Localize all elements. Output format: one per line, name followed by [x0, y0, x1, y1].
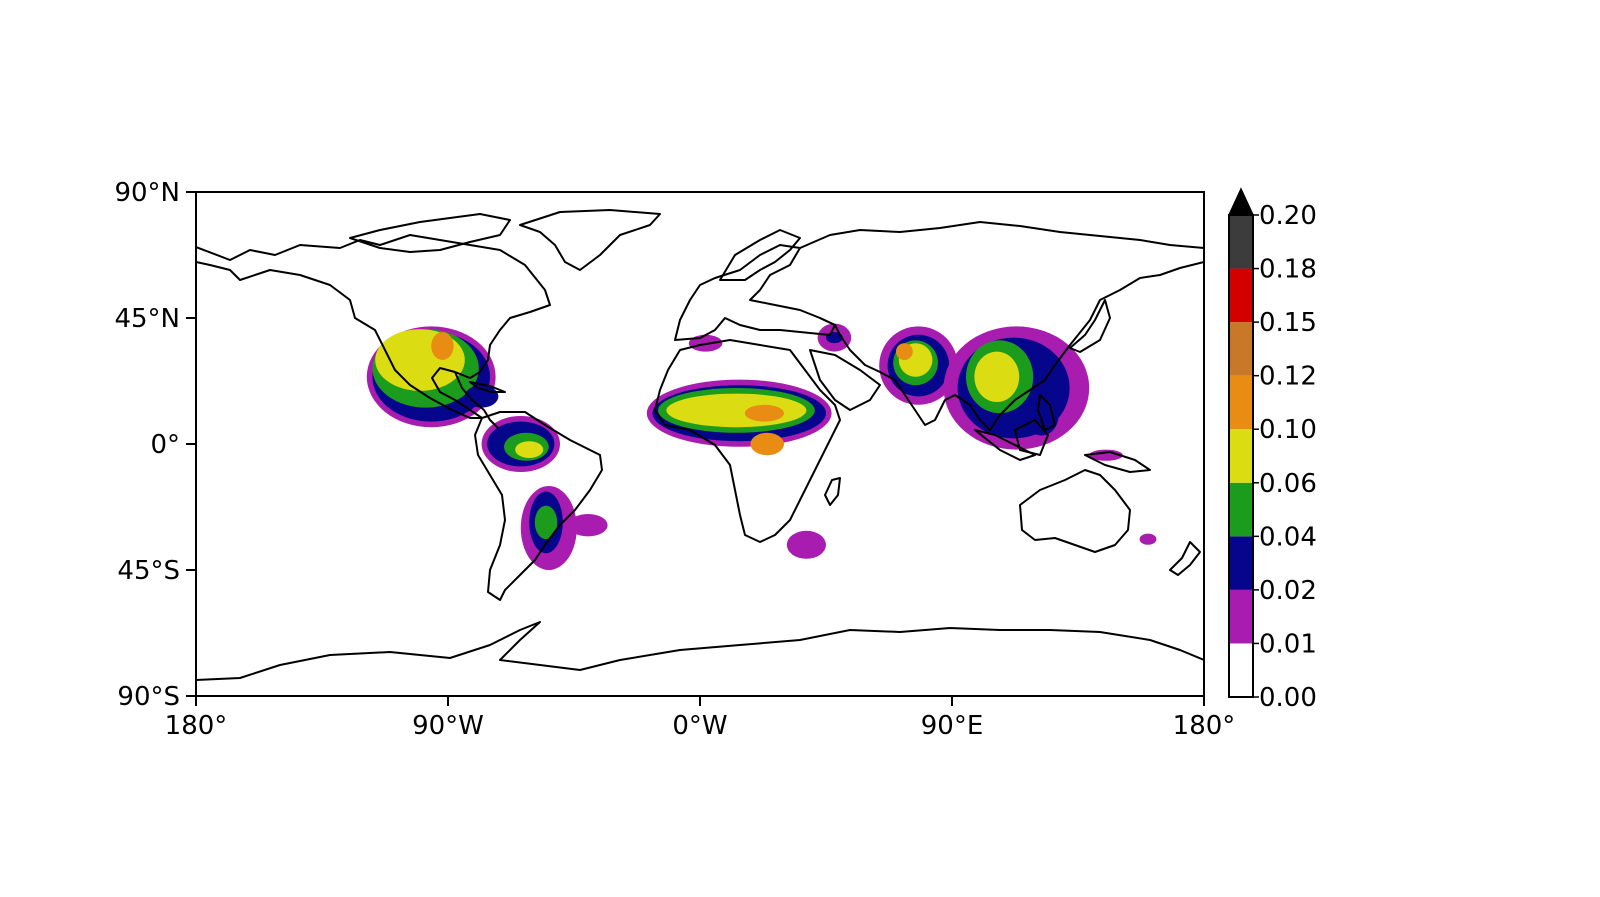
contour-fill-level-4: [666, 393, 807, 428]
map-background: [196, 192, 1204, 696]
contour-fill-level-5: [431, 332, 454, 360]
coastline-arabia: [809, 349, 881, 411]
coastline-scandinavia: [719, 229, 801, 281]
contour-fill-level-3: [534, 505, 558, 540]
contour-fill-level-5: [896, 343, 913, 360]
colorbar-segment: [1229, 322, 1253, 376]
colorbar-tick-label: 0.06: [1259, 469, 1317, 499]
colorbar-tick-label: 0.01: [1259, 629, 1317, 659]
coastline-new-guinea: [1084, 451, 1151, 473]
contour-fill-level-5: [744, 404, 785, 422]
coastline-philippines: [1037, 394, 1056, 431]
colorbar-tick-label: 0.15: [1259, 308, 1317, 338]
colorbar-segment: [1229, 268, 1253, 323]
colorbar-segment: [1229, 589, 1253, 644]
contour-fill-level-1: [786, 530, 827, 559]
lat-tick-label: 45°S: [117, 556, 180, 586]
coastline-australia: [1019, 469, 1131, 553]
colorbar-extend-arrow: [1227, 187, 1255, 216]
lon-tick-label: 180°: [1173, 711, 1236, 741]
contour-region-south-america: [481, 416, 608, 570]
colorbar-tick-label: 0.18: [1259, 255, 1317, 285]
coastline-africa: [654, 339, 841, 543]
coastline-japan: [1069, 299, 1111, 353]
contour-region-south-africa-madagascar: [786, 530, 827, 559]
lat-tick-label: 0°: [150, 430, 180, 460]
colorbar: 0.00 0.01 0.02 0.04 0.06 0.10 0.12 0.15 0.18 0.20: [1227, 187, 1317, 713]
colorbar-segment: [1229, 215, 1253, 269]
colorbar-outline: [1228, 214, 1254, 698]
lon-tick-label: 90°W: [412, 711, 484, 741]
contour-fill-level-4: [974, 351, 1020, 402]
coastline-indonesia: [974, 429, 1036, 461]
lat-tick-label: 45°N: [114, 304, 180, 334]
lat-tick-label: 90°S: [117, 682, 180, 712]
lon-tick-label: 90°E: [921, 711, 984, 741]
lat-tick-label: 90°N: [114, 178, 180, 208]
contour-region-north-america-monsoon: [366, 326, 499, 428]
colorbar-tick-label: 0.10: [1259, 415, 1317, 445]
latitude-axis: 90°N 45°N 0° 45°S 90°S: [114, 178, 196, 712]
contour-fill-level-5: [750, 432, 784, 456]
contour-region-west-africa-sahel: [646, 379, 832, 456]
lon-tick-label: 180°: [165, 711, 228, 741]
colorbar-segment: [1229, 643, 1253, 697]
contour-fill-level-1: [1139, 533, 1157, 545]
colorbar-tick-label: 0.02: [1259, 576, 1317, 606]
colorbar-segment: [1229, 482, 1253, 537]
longitude-axis: 180° 90°W 0°W 90°E 180°: [165, 696, 1236, 741]
contour-fill-level-4: [515, 441, 544, 458]
coastline-asia: [799, 221, 1204, 431]
coastline-antarctica: [196, 621, 1204, 681]
coastline-greenland: [519, 209, 661, 271]
contour-fill-level-1: [568, 514, 608, 537]
coastline-cuba: [469, 381, 506, 393]
lon-tick-label: 0°W: [672, 711, 727, 741]
colorbar-segment: [1229, 429, 1253, 483]
coastline-arctic-islands: [349, 213, 511, 253]
coastline-borneo: [1014, 419, 1049, 456]
colorbar-tick-label: 0.20: [1259, 201, 1317, 231]
coastline-new-zealand: [1169, 541, 1201, 576]
coastlines: [196, 209, 1204, 681]
colorbar-tick-label: 0.04: [1259, 522, 1317, 552]
coastline-central-america: [454, 371, 499, 429]
colorbar-tick-label: 0.00: [1259, 683, 1317, 713]
coastline-south-america: [474, 411, 603, 601]
colorbar-segment: [1229, 536, 1253, 590]
colorbar-segment: [1229, 375, 1253, 430]
colorbar-tick-label: 0.12: [1259, 362, 1317, 392]
coastline-europe: [674, 244, 836, 341]
coastline-madagascar: [824, 477, 841, 506]
